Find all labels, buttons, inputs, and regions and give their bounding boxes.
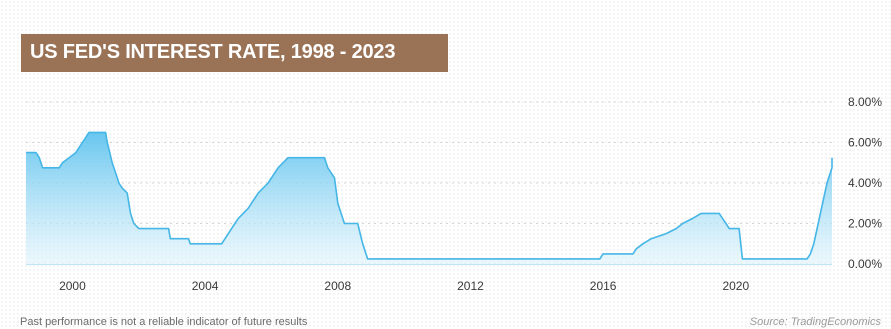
x-tick-label: 2004 [192, 279, 219, 293]
y-axis-labels: 0.00% 2.00% 4.00% 6.00% 8.00% [848, 95, 882, 271]
y-tick-label: 8.00% [848, 95, 882, 109]
rate-line [26, 131, 833, 260]
x-tick-label: 2000 [59, 279, 86, 293]
x-axis-labels: 2000 2004 2008 2012 2016 2020 [59, 279, 749, 293]
y-tick-label: 4.00% [848, 176, 882, 190]
title-banner [21, 34, 448, 72]
series-area [26, 132, 832, 264]
source-text: Source: TradingEconomics [749, 316, 881, 328]
rate-area-fill [26, 132, 832, 264]
x-tick-label: 2008 [324, 279, 351, 293]
chart-title: US FED'S INTEREST RATE, 1998 - 2023 [30, 41, 396, 63]
disclaimer-text: Past performance is not a reliable indic… [20, 316, 308, 328]
gridlines [26, 101, 836, 265]
y-tick-label: 2.00% [848, 217, 882, 231]
x-tick-label: 2016 [590, 279, 617, 293]
x-tick-label: 2020 [722, 279, 749, 293]
y-tick-label: 0.00% [848, 257, 882, 271]
x-tick-label: 2012 [457, 279, 484, 293]
series-line [26, 131, 833, 260]
y-tick-label: 6.00% [848, 136, 882, 150]
